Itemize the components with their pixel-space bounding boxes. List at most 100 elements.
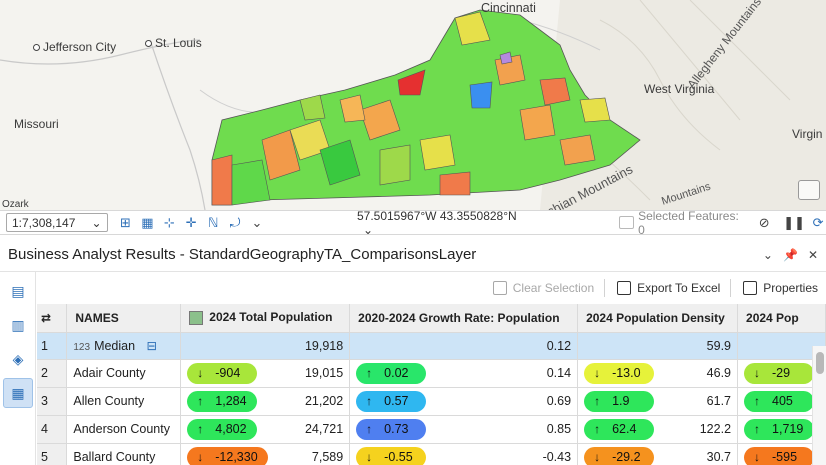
table-options-icon[interactable]: ⇄: [37, 304, 68, 333]
total-pop-diff-pill: ↑ 4,802: [187, 418, 258, 440]
density-cell: ↑ 62.4 122.2: [577, 415, 739, 444]
arrow-down-icon: ↓: [594, 450, 601, 464]
partial-diff-value: -595: [772, 450, 798, 464]
partial-diff-value: 405: [772, 394, 793, 408]
column-header-growth[interactable]: 2020-2024 Growth Rate: Population: [349, 304, 579, 333]
total-pop-diff-value: 1,284: [215, 394, 247, 408]
growth-cell: ↑ 0.73 0.85: [349, 415, 579, 444]
map-thumbnail-icon: [189, 311, 204, 326]
row-number: 3: [37, 387, 68, 416]
density-value: 61.7: [706, 394, 732, 408]
total-pop-diff-pill: ↑ 1,284: [187, 390, 258, 412]
excel-icon: [617, 281, 632, 295]
table-row[interactable]: 3 Allen County ↑ 1,284 21,202 ↑ 0.57 0.6…: [37, 387, 826, 416]
partial-cell: ↑ 405: [737, 387, 826, 416]
coordinate-readout[interactable]: 57.5015967°W 43.3550828°N ⌄: [357, 209, 535, 237]
column-header-partial[interactable]: 2024 Pop: [737, 304, 826, 333]
growth-value: -0.43: [542, 450, 572, 464]
refresh-icon[interactable]: ⟳: [812, 214, 824, 230]
export-excel-button[interactable]: Export To Excel: [617, 281, 720, 295]
scale-dropdown[interactable]: 1:7,308,147 ⌄: [6, 213, 108, 232]
arrow-down-icon: ↓: [197, 450, 204, 464]
total-pop-value: 19,015: [304, 366, 344, 380]
pin-icon[interactable]: ⊟: [146, 339, 158, 353]
total-pop-diff-pill: ↓ -904: [187, 362, 258, 384]
pane-header: Business Analyst Results - StandardGeogr…: [0, 238, 826, 272]
total-pop-diff-value: 4,802: [215, 422, 247, 436]
partial-diff-pill: ↑ 405: [744, 390, 815, 412]
row-number: 2: [37, 359, 68, 388]
column-header-names[interactable]: NAMES: [66, 304, 182, 333]
clear-selection-button[interactable]: Clear Selection: [492, 281, 594, 295]
county-name: Anderson County: [66, 415, 182, 444]
column-header-density[interactable]: 2024 Population Density: [577, 304, 739, 333]
growth-diff-pill: ↑ 0.02: [356, 362, 427, 384]
snapping-icon[interactable]: ⊹: [163, 214, 175, 230]
chevron-down-icon[interactable]: ⌄: [762, 247, 773, 262]
table-grid-icon[interactable]: ▦: [141, 214, 154, 230]
map-status-bar: 1:7,308,147 ⌄ ⊞ ▦ ⊹ ✛ ℕ ⤾ ⌄ 57.5015967°W…: [0, 209, 826, 237]
side-rail: ▤ ▥ ◈ ▦: [0, 272, 36, 465]
pause-icon[interactable]: ❚❚: [783, 214, 806, 230]
row-number: 1: [37, 332, 68, 360]
table-row-median[interactable]: 1 123 Median ⊟ 19,918 0.12 59.9: [37, 332, 826, 360]
table-icon[interactable]: ▦: [3, 378, 33, 408]
chevron-down-icon[interactable]: ⌄: [251, 214, 263, 230]
map-label-st-louis: St. Louis: [145, 36, 202, 50]
arrow-up-icon: ↑: [366, 366, 373, 380]
median-total-pop: 19,918: [180, 332, 351, 360]
selected-features[interactable]: Selected Features: 0: [619, 209, 748, 237]
map-layer-icon[interactable]: ◈: [12, 350, 24, 367]
arrow-down-icon: ↓: [754, 366, 761, 380]
arrow-up-icon: ↑: [594, 394, 601, 408]
column-header-total-pop[interactable]: 2024 Total Population: [180, 304, 351, 333]
partial-diff-pill: ↓ -29: [744, 362, 815, 384]
pane-title: Business Analyst Results - StandardGeogr…: [8, 246, 477, 263]
pin-icon[interactable]: 📌: [782, 247, 798, 262]
total-pop-diff-value: -12,330: [215, 450, 258, 464]
partial-diff-pill: ↓ -595: [744, 446, 815, 465]
number-type-icon: 123: [73, 342, 91, 353]
properties-button[interactable]: Properties: [743, 281, 818, 295]
close-icon[interactable]: ✕: [807, 247, 818, 262]
scrollbar-thumb[interactable]: [816, 352, 824, 374]
density-cell: ↓ -29.2 30.7: [577, 443, 739, 465]
growth-diff-pill: ↑ 0.73: [356, 418, 427, 440]
properties-icon: [743, 281, 758, 295]
growth-cell: ↑ 0.57 0.69: [349, 387, 579, 416]
median-density: 59.9: [577, 332, 739, 360]
selected-features-text: Selected Features: 0: [638, 208, 739, 237]
map-canvas: [0, 0, 826, 210]
table-row[interactable]: 5 Ballard County ↓ -12,330 7,589 ↓ -0.55…: [37, 443, 826, 465]
vertical-scrollbar[interactable]: [812, 346, 826, 465]
density-diff-pill: ↑ 62.4: [584, 418, 655, 440]
total-pop-value: 7,589: [311, 450, 344, 464]
arrow-up-icon: ↑: [197, 394, 204, 408]
arrow-up-icon: ↑: [366, 394, 373, 408]
add-grid-icon[interactable]: ⊞: [120, 214, 131, 230]
toolbar-divider: [730, 279, 732, 297]
partial-diff-value: -29: [772, 366, 791, 380]
north-arrow-icon[interactable]: ℕ: [207, 214, 219, 230]
chevron-down-icon: ⌄: [91, 215, 102, 230]
table-row[interactable]: 4 Anderson County ↑ 4,802 24,721 ↑ 0.73 …: [37, 415, 826, 444]
crosshair-icon[interactable]: ✛: [185, 214, 197, 230]
table-row[interactable]: 2 Adair County ↓ -904 19,015 ↑ 0.02 0.14…: [37, 359, 826, 388]
map-label-jefferson-city: Jefferson City: [33, 40, 116, 54]
map-view[interactable]: Cincinnati Jefferson City St. Louis Miss…: [0, 0, 826, 210]
chart-icon[interactable]: ▥: [11, 316, 25, 333]
density-diff-pill: ↑ 1.9: [584, 390, 655, 412]
map-overview-icon[interactable]: [798, 180, 820, 200]
county-name: Ballard County: [66, 443, 182, 465]
clear-selection-icon: [492, 281, 507, 295]
total-pop-cell: ↓ -12,330 7,589: [180, 443, 351, 465]
total-pop-cell: ↑ 4,802 24,721: [180, 415, 351, 444]
growth-cell: ↑ 0.02 0.14: [349, 359, 579, 388]
clear-selection-icon[interactable]: ⊘: [758, 214, 770, 230]
rotate-icon[interactable]: ⤾: [229, 214, 241, 230]
density-cell: ↑ 1.9 61.7: [577, 387, 739, 416]
report-icon[interactable]: ▤: [11, 282, 25, 299]
arrow-up-icon: ↑: [754, 394, 761, 408]
density-value: 30.7: [706, 450, 732, 464]
results-table[interactable]: ⇄ NAMES 2024 Total Population 2020-2024 …: [37, 304, 826, 465]
